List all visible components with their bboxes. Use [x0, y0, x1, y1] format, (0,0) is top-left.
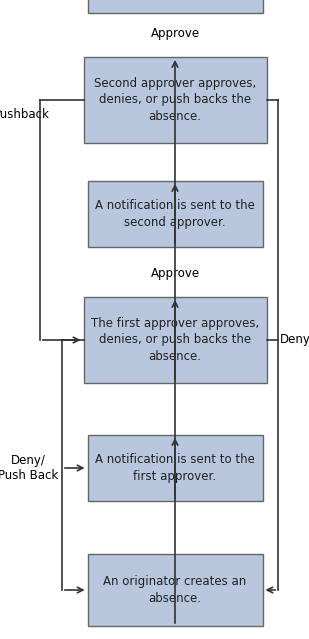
Text: The first approver approves,
denies, or push backs the
absence.: The first approver approves, denies, or …	[91, 317, 259, 363]
FancyBboxPatch shape	[87, 0, 263, 13]
Text: Approve: Approve	[150, 26, 200, 40]
Text: Pushback: Pushback	[0, 107, 50, 121]
FancyBboxPatch shape	[87, 181, 263, 247]
Text: Approve: Approve	[150, 266, 200, 279]
Text: A notification is sent to the
second approver.: A notification is sent to the second app…	[95, 199, 255, 229]
FancyBboxPatch shape	[87, 554, 263, 626]
FancyBboxPatch shape	[83, 57, 266, 143]
Text: Deny: Deny	[280, 334, 309, 346]
Text: An originator creates an
absence.: An originator creates an absence.	[104, 575, 247, 604]
Text: Second approver approves,
denies, or push backs the
absence.: Second approver approves, denies, or pus…	[94, 77, 256, 123]
FancyBboxPatch shape	[83, 297, 266, 383]
Text: Deny/
Push Back: Deny/ Push Back	[0, 454, 58, 482]
Text: A notification is sent to the
first approver.: A notification is sent to the first appr…	[95, 453, 255, 482]
FancyBboxPatch shape	[87, 435, 263, 501]
